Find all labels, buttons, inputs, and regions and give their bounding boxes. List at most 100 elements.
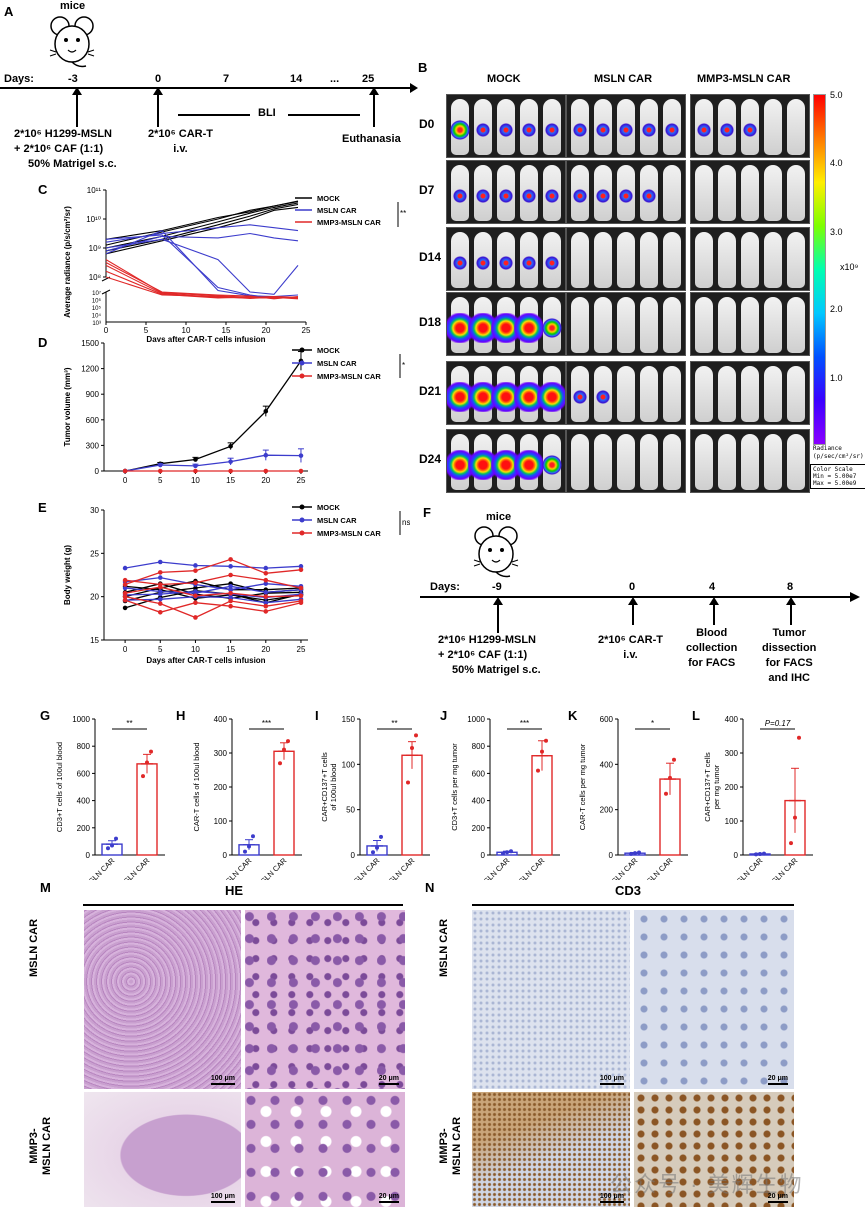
bli-signal <box>720 123 734 137</box>
group-header-msln: MSLN CAR <box>594 73 653 85</box>
data-point <box>122 468 128 474</box>
data-point <box>540 749 544 754</box>
bli-mouse <box>571 297 589 353</box>
cd3-mmp3-low: 100 μm <box>472 1092 630 1207</box>
data-point <box>672 757 676 762</box>
data-point <box>106 846 110 851</box>
bli-signal <box>537 382 565 412</box>
data-point <box>228 564 233 569</box>
data-point <box>157 584 163 590</box>
y-tick-label: 15 <box>90 636 99 645</box>
legend-marker <box>299 517 305 523</box>
data-point <box>122 582 128 587</box>
mouse-illustration-f <box>473 526 519 578</box>
panel-label-n: N <box>425 880 435 895</box>
y-tick-label: 100 <box>342 760 356 769</box>
colorbar-tick-2: 3.0 <box>830 227 843 237</box>
timeline-arrows-a <box>72 87 379 127</box>
bli-mouse <box>594 434 612 490</box>
y-tick-label: 0 <box>86 851 91 860</box>
bli-signal <box>665 123 679 137</box>
bli-mouse <box>594 297 612 353</box>
bli-mouse <box>718 165 736 221</box>
data-point <box>637 850 641 855</box>
bli-mouse <box>617 297 635 353</box>
bli-mouse <box>594 165 612 221</box>
mouse-illustration-a <box>49 16 95 68</box>
bli-mouse <box>718 297 736 353</box>
bli-mouse <box>764 165 782 221</box>
significance-label: ns <box>402 518 410 527</box>
x-tick-label: 10 <box>191 645 200 654</box>
bli-mouse <box>617 165 635 221</box>
bar <box>136 763 158 856</box>
y-tick-label: 150 <box>342 715 356 724</box>
y-tick-label: 100 <box>214 817 228 826</box>
y-tick-label: 1000 <box>72 715 90 724</box>
series-line <box>125 585 302 594</box>
bli-mouse <box>640 366 658 422</box>
y-tick-label: 10⁶ <box>92 298 102 305</box>
bli-mouse <box>741 434 759 490</box>
bli-mouse <box>787 297 805 353</box>
y-tick-label: 10⁷ <box>92 290 101 297</box>
x-tick-label: 0 <box>123 645 128 654</box>
data-point <box>228 590 233 596</box>
bli-mouse <box>718 232 736 288</box>
bli-mouse <box>514 297 544 353</box>
series-line <box>125 574 302 589</box>
colorbar-tick-0: 5.0 <box>830 90 843 100</box>
bli-signal <box>545 256 559 270</box>
data-point <box>501 851 505 856</box>
y-tick-label: 800 <box>472 742 486 751</box>
colorbar-tick-1: 4.0 <box>830 158 843 168</box>
bli-signal <box>573 390 587 404</box>
mouse-caption-f: mice <box>486 511 512 523</box>
bli-mouse <box>640 434 658 490</box>
tick-a-2: 7 <box>223 73 230 85</box>
series-line <box>105 262 299 300</box>
data-point <box>263 581 269 586</box>
bli-mouse <box>571 165 589 221</box>
y-tick-label: 10⁴ <box>92 313 102 320</box>
y-tick-label: 0 <box>609 851 614 860</box>
data-point <box>157 609 163 615</box>
bli-signal <box>522 189 536 203</box>
data-point <box>122 577 128 583</box>
bli-mouse <box>718 366 736 422</box>
bli-mouse <box>695 366 713 422</box>
significance-label: * <box>651 719 654 728</box>
panel-label-h: H <box>176 708 186 723</box>
legend-label: MOCK <box>317 194 340 203</box>
bli-mouse <box>451 232 469 288</box>
bli-mouse <box>695 232 713 288</box>
y-tick-label: 200 <box>77 824 91 833</box>
legend-marker <box>299 360 305 366</box>
legend-marker <box>299 530 305 536</box>
bli-mouse <box>571 434 589 490</box>
bli-tile <box>690 94 810 158</box>
series-line <box>105 276 299 300</box>
y-tick-label: 0 <box>481 851 486 860</box>
panel-label-f: F <box>423 505 431 520</box>
panel-label-k: K <box>568 708 578 723</box>
timeline-axis-a <box>0 83 418 93</box>
data-point <box>157 591 163 597</box>
data-point <box>193 589 198 594</box>
data-point <box>754 852 758 857</box>
data-point <box>228 468 233 474</box>
panel-label-l: L <box>692 708 700 723</box>
y-tick-label: 0 <box>95 467 100 476</box>
data-point <box>157 570 163 575</box>
bli-signal <box>476 189 490 203</box>
data-point <box>122 605 128 611</box>
bli-mouse <box>571 366 589 422</box>
cd3-mmp3-high: 20 μm <box>634 1092 794 1207</box>
y-axis-title: Tumor volume (mm³) <box>63 367 72 446</box>
series-line <box>125 576 302 591</box>
bli-signal <box>499 189 513 203</box>
bli-mouse <box>663 366 681 422</box>
data-point <box>509 849 513 854</box>
bli-label: BLI <box>258 107 276 119</box>
bli-signal <box>596 390 610 404</box>
